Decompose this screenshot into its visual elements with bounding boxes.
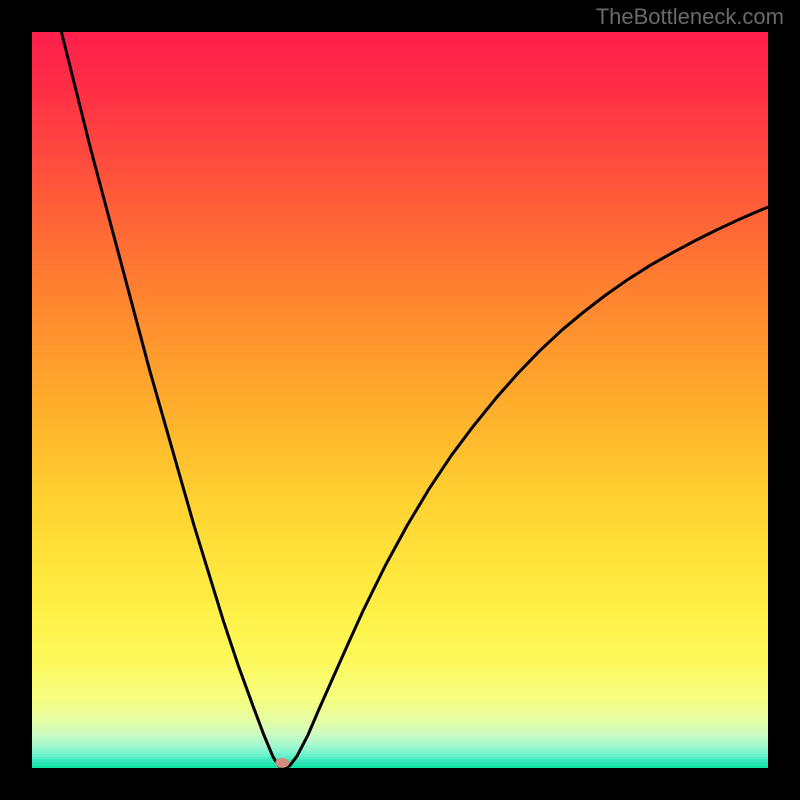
plot-area [32, 32, 768, 768]
bottleneck-curve-layer [32, 32, 768, 768]
watermark-text: TheBottleneck.com [596, 4, 784, 30]
chart-frame: TheBottleneck.com [0, 0, 800, 800]
bottleneck-curve [61, 32, 768, 768]
optimum-marker [275, 758, 289, 768]
